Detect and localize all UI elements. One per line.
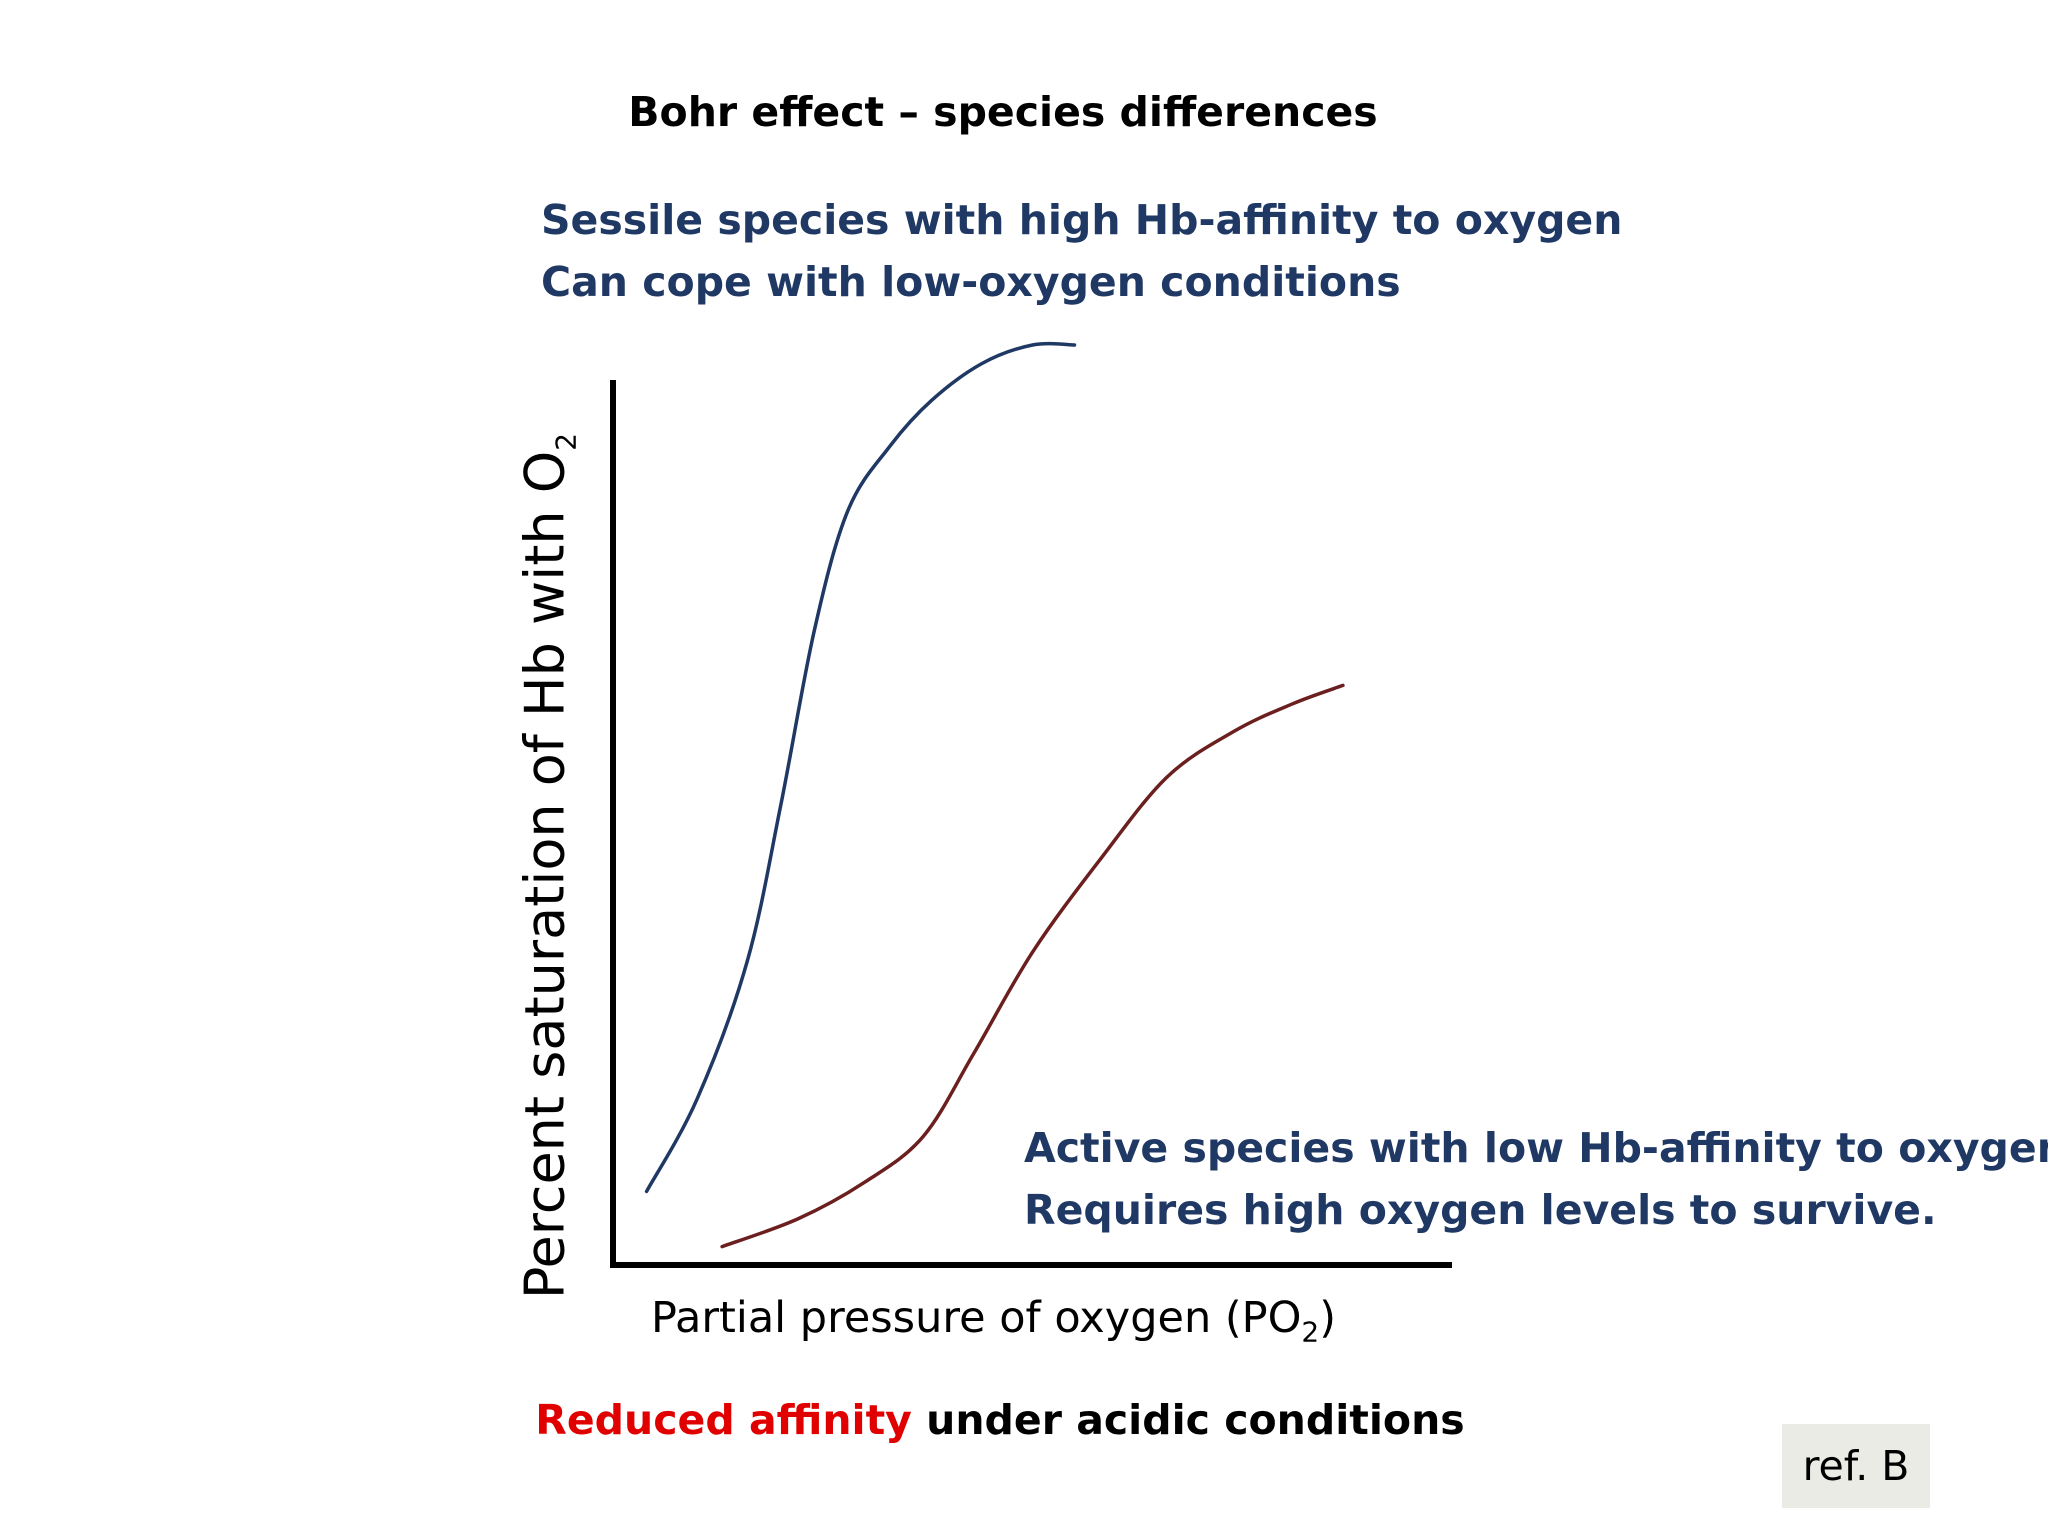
- footer-highlight: Reduced affinity: [535, 1396, 912, 1444]
- x-axis-label-subscript: 2: [1301, 1315, 1320, 1349]
- y-axis-label-text: Percent saturation of Hb with O: [513, 450, 577, 1300]
- x-axis-label: Partial pressure of oxygen (PO2): [651, 1293, 1336, 1349]
- series-layer: [644, 341, 1345, 1249]
- ref-badge: ref. B: [1782, 1424, 1930, 1508]
- sessile-annotation: Sessile species with high Hb-affinity to…: [541, 189, 1622, 313]
- y-axis-label: Percent saturation of Hb with O2: [514, 433, 583, 1299]
- footer-rest: under acidic conditions: [911, 1396, 1465, 1444]
- sessile-annotation-line-2: Can cope with low-oxygen conditions: [541, 258, 1401, 306]
- y-axis-label-subscript: 2: [549, 432, 583, 451]
- slide-title: Bohr effect – species differences: [628, 88, 1378, 136]
- sessile-annotation-line-1: Sessile species with high Hb-affinity to…: [541, 196, 1623, 244]
- footer-note: Reduced affinity under acidic conditions: [0, 1396, 2024, 1444]
- x-axis-label-tail: ): [1319, 1293, 1337, 1343]
- series-line-active: [720, 683, 1345, 1249]
- series-line-sessile: [644, 341, 1077, 1194]
- active-annotation-line-1: Active species with low Hb-affinity to o…: [1024, 1124, 2048, 1172]
- active-annotation-line-2: Requires high oxygen levels to survive.: [1024, 1186, 1937, 1234]
- x-axis-label-text: Partial pressure of oxygen (PO: [651, 1293, 1302, 1343]
- active-annotation: Active species with low Hb-affinity to o…: [1024, 1117, 2048, 1241]
